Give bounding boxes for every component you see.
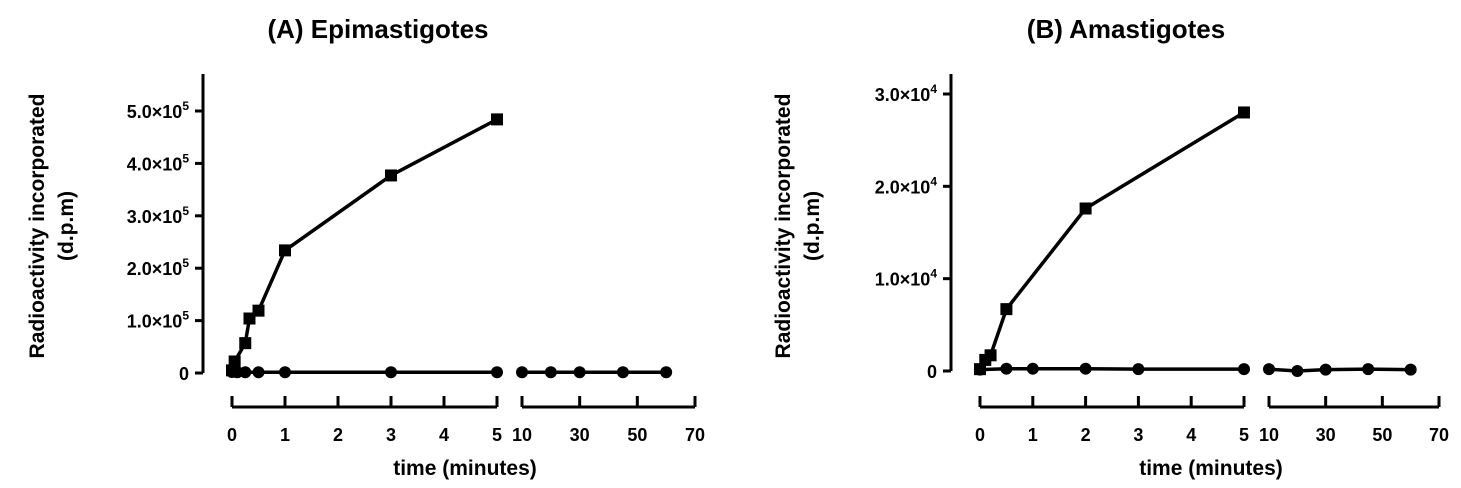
data-point-circle (252, 366, 265, 379)
x-tick-label: 4 (1186, 425, 1196, 445)
series-circle (226, 365, 673, 379)
x-tick-label: 3 (386, 425, 396, 445)
y-tick-exponent: 5 (182, 204, 189, 218)
y-tick-label: 3.0×104 (875, 82, 938, 105)
data-point-circle (660, 366, 673, 379)
chart-title: (B) Amastigotes (1027, 14, 1225, 44)
data-point-circle (1132, 363, 1145, 376)
y-tick-mantissa: 3.0×10 (875, 85, 931, 105)
data-point-circle (1263, 363, 1275, 376)
x-tick-label: 5 (492, 425, 502, 445)
data-point-circle (239, 366, 252, 379)
y-tick-exponent: 4 (930, 174, 937, 188)
data-point-square (385, 169, 397, 182)
y-tick-exponent: 5 (182, 151, 189, 165)
y-axis-unit-label: (d.p.m) (55, 191, 78, 261)
data-point-square (252, 304, 265, 317)
data-point-square (228, 355, 241, 368)
x-tick-label: 5 (1239, 425, 1249, 445)
x-tick-label: 30 (570, 425, 590, 445)
y-tick-exponent: 4 (930, 267, 937, 281)
y-tick-label: 2.0×104 (875, 174, 938, 197)
x-axis-label: time (minutes) (393, 457, 537, 480)
data-point-circle (1404, 363, 1417, 376)
y-tick-exponent: 5 (182, 99, 189, 113)
y-tick-mantissa: 3.0×10 (127, 207, 183, 227)
x-tick-label: 0 (975, 425, 985, 445)
data-point-circle (544, 366, 557, 379)
data-point-square (1238, 106, 1250, 119)
y-tick-label: 2.0×105 (127, 256, 190, 279)
x-tick-label: 2 (1081, 425, 1091, 445)
chart-title: (A) Epimastigotes (267, 14, 488, 44)
data-point-circle (1362, 363, 1375, 376)
data-point-circle (1000, 362, 1013, 375)
data-point-square (243, 312, 256, 325)
y-tick-label: 0 (179, 364, 189, 384)
y-tick-label: 1.0×104 (875, 267, 938, 290)
y-tick-label: 0 (927, 362, 937, 382)
y-tick-mantissa: 2.0×10 (127, 259, 183, 279)
series-line (1268, 367, 1411, 373)
series-line (979, 366, 1244, 372)
series-circle (974, 362, 1417, 377)
y-tick-exponent: 4 (930, 82, 937, 96)
x-tick-label: 0 (227, 425, 237, 445)
data-point-square (279, 244, 291, 257)
y-tick-mantissa: 4.0×10 (127, 154, 183, 174)
y-axis-label: Radioactivity incorporated (26, 94, 49, 359)
data-point-circle (616, 366, 629, 379)
data-point-circle (1319, 363, 1332, 376)
chart-panel-a: (A) Epimastigotes Radioactivity incorpora… (26, 14, 705, 480)
data-point-circle (279, 366, 291, 379)
y-tick-label: 1.0×105 (127, 309, 190, 332)
data-point-square (239, 337, 252, 350)
y-tick-exponent: 5 (182, 309, 189, 323)
chart-panel-b: (B) Amastigotes Radioactivity incorporate… (772, 14, 1449, 480)
data-point-square (984, 349, 997, 362)
x-tick-label: 2 (333, 425, 343, 445)
data-point-circle (1026, 362, 1039, 375)
y-tick-label: 3.0×105 (127, 204, 190, 227)
data-point-square (1000, 303, 1013, 316)
y-tick-mantissa: 0 (179, 364, 189, 384)
y-tick-label: 5.0×105 (127, 99, 190, 122)
x-tick-label: 50 (1372, 425, 1392, 445)
series-square (974, 106, 1250, 376)
x-tick-label: 10 (512, 425, 532, 445)
x-tick-label: 10 (1259, 425, 1279, 445)
x-tick-label: 50 (627, 425, 647, 445)
data-point-circle (573, 366, 586, 379)
y-tick-mantissa: 1.0×10 (875, 270, 931, 290)
y-axis-label: Radioactivity incorporated (772, 94, 795, 359)
series-square (226, 113, 503, 377)
y-tick-mantissa: 0 (927, 362, 937, 382)
data-point-square (1079, 202, 1092, 215)
y-tick-label: 4.0×105 (127, 151, 190, 174)
data-point-circle (1291, 365, 1304, 377)
data-point-circle (516, 366, 528, 379)
data-point-square (491, 113, 503, 126)
x-tick-label: 4 (439, 425, 449, 445)
series-line (978, 110, 1245, 371)
y-axis-unit-label: (d.p.m) (801, 191, 824, 261)
y-tick-exponent: 5 (182, 256, 189, 270)
x-tick-label: 70 (1429, 425, 1449, 445)
series-line (230, 117, 498, 371)
x-tick-label: 3 (1133, 425, 1143, 445)
y-tick-mantissa: 5.0×10 (127, 102, 183, 122)
y-tick-mantissa: 1.0×10 (127, 312, 183, 332)
data-point-circle (1238, 363, 1250, 376)
x-tick-label: 30 (1316, 425, 1336, 445)
data-point-circle (491, 366, 503, 379)
data-point-circle (974, 363, 986, 376)
x-tick-label: 1 (280, 425, 290, 445)
x-tick-label: 70 (685, 425, 705, 445)
x-tick-label: 1 (1028, 425, 1038, 445)
data-point-circle (1079, 362, 1092, 375)
data-point-circle (385, 366, 397, 379)
y-tick-mantissa: 2.0×10 (875, 177, 931, 197)
x-axis-label: time (minutes) (1139, 457, 1283, 480)
